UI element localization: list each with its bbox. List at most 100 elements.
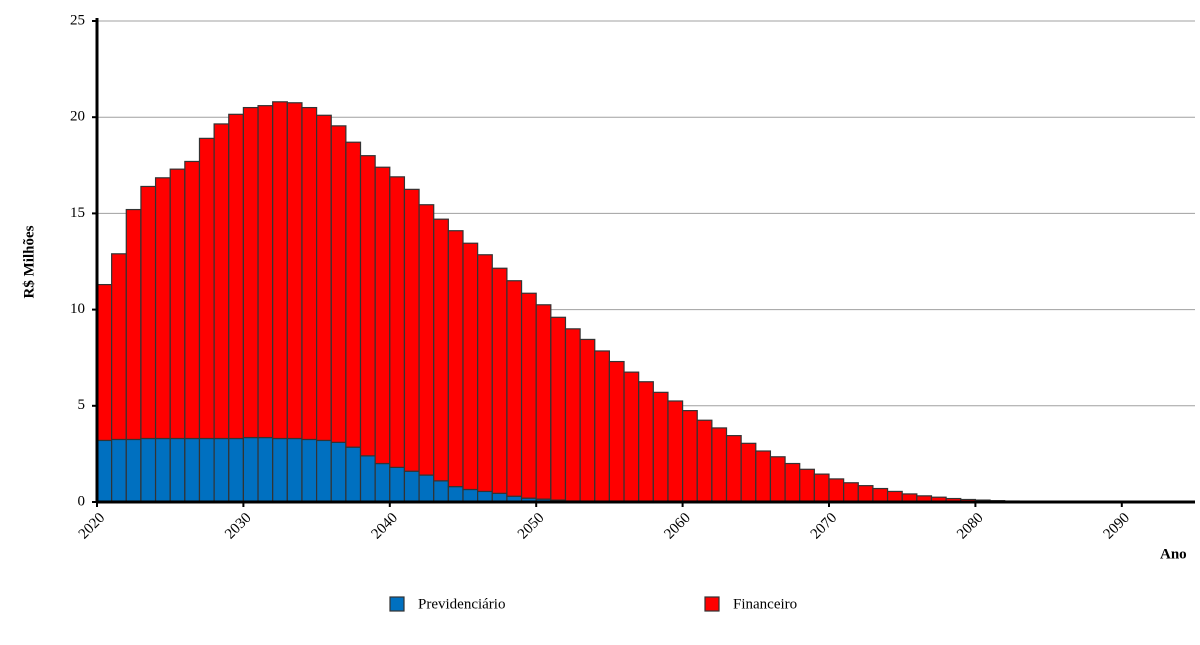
bar-segment	[359, 455, 376, 503]
bar-segment	[272, 437, 288, 503]
bar-segment	[125, 438, 142, 503]
bar-segment	[857, 485, 874, 503]
bar-segment	[755, 450, 772, 503]
bar-segment	[257, 436, 274, 503]
bar-segment	[520, 292, 537, 499]
bar-segment	[433, 218, 449, 482]
bar-segment	[462, 488, 479, 503]
bar-segment	[301, 106, 318, 441]
bar-segment	[403, 188, 420, 472]
bar-segment	[228, 437, 244, 503]
bar-segment	[799, 468, 815, 503]
bar-segment	[843, 482, 859, 503]
x-tick-label: 2030	[222, 510, 255, 543]
bar-segment	[638, 381, 654, 503]
bar-segment	[491, 267, 508, 494]
bar-segment	[374, 166, 391, 465]
bar-segment	[184, 437, 201, 503]
bar-segment	[550, 316, 567, 501]
y-tick-label: 5	[78, 397, 86, 413]
bar-segment	[111, 253, 127, 441]
bar-segment	[272, 101, 288, 440]
bar-segment	[169, 168, 186, 440]
bar-segment	[535, 304, 552, 500]
bar-segment	[667, 400, 684, 503]
bar-segment	[813, 473, 830, 503]
bar-segment	[140, 185, 157, 440]
bar-segment	[169, 437, 186, 503]
bar-segment	[286, 102, 303, 440]
bar-segment	[462, 242, 479, 491]
bar-segment	[389, 466, 406, 503]
bar-segment	[257, 105, 274, 439]
x-tick-label: 2070	[808, 510, 841, 543]
bar-segment	[784, 462, 801, 503]
x-tick-label: 2080	[954, 510, 987, 543]
bar-segment	[184, 160, 201, 440]
bar-segment	[242, 106, 259, 439]
x-tick-label: 2090	[1101, 510, 1134, 543]
bar-segment	[301, 438, 318, 503]
bar-segment	[228, 113, 244, 440]
bar-segment	[345, 446, 362, 503]
bar-segment	[96, 283, 113, 442]
y-tick-label: 0	[78, 493, 86, 509]
y-tick-label: 25	[70, 12, 85, 28]
bar-segment	[652, 391, 669, 503]
x-axis-label: Ano	[1160, 546, 1187, 562]
bar-segment	[477, 490, 493, 503]
y-tick-label: 20	[70, 109, 85, 125]
legend-label: Financeiro	[733, 596, 797, 612]
bar-segment	[96, 439, 113, 503]
bar-segment	[374, 462, 391, 503]
x-tick-label: 2040	[369, 510, 402, 543]
bar-segment	[769, 456, 786, 503]
legend-swatch	[704, 596, 720, 612]
bar-segment	[125, 208, 142, 441]
bar-segment	[389, 176, 406, 468]
bar-segment	[111, 438, 127, 503]
bar-segment	[506, 280, 523, 497]
bar-segment	[242, 436, 259, 503]
bar-segment	[447, 486, 464, 503]
bar-segment	[608, 360, 625, 503]
bar-segment	[477, 254, 493, 493]
bar-segment	[213, 123, 230, 440]
bar-segment	[330, 441, 347, 503]
bar-segment	[316, 114, 332, 442]
bar-segment	[681, 410, 698, 503]
x-tick-label: 2050	[515, 510, 548, 543]
bar-segment	[213, 437, 230, 503]
bar-segment	[154, 177, 171, 440]
bar-segment	[330, 125, 347, 443]
bar-segment	[725, 435, 742, 503]
bar-segment	[418, 204, 435, 476]
bar-segment	[579, 338, 596, 503]
bar-segment	[564, 328, 581, 502]
bar-segment	[345, 141, 362, 448]
bar-segment	[711, 427, 728, 503]
bar-segment	[447, 230, 464, 488]
bar-segment	[594, 350, 611, 503]
bar-segment	[316, 439, 332, 503]
legend-swatch	[389, 596, 405, 612]
bar-segment	[359, 155, 376, 457]
bar-segment	[872, 487, 889, 503]
bar-segment	[286, 437, 303, 503]
bar-segment	[623, 371, 640, 503]
bar-segment	[154, 437, 171, 503]
bar-segment	[403, 470, 420, 503]
bar-segment	[418, 474, 435, 503]
x-tick-label: 2060	[661, 510, 694, 543]
bar-segment	[198, 137, 215, 440]
legend-label: Previdenciário	[418, 596, 505, 612]
bar-segment	[696, 419, 713, 503]
bar-segment	[140, 437, 157, 503]
x-tick-label: 2020	[76, 510, 109, 543]
y-tick-label: 10	[70, 301, 85, 317]
bar-segment	[740, 442, 757, 503]
bar-segment	[433, 480, 449, 503]
bar-segment	[886, 490, 903, 503]
bar-segment	[198, 437, 215, 503]
